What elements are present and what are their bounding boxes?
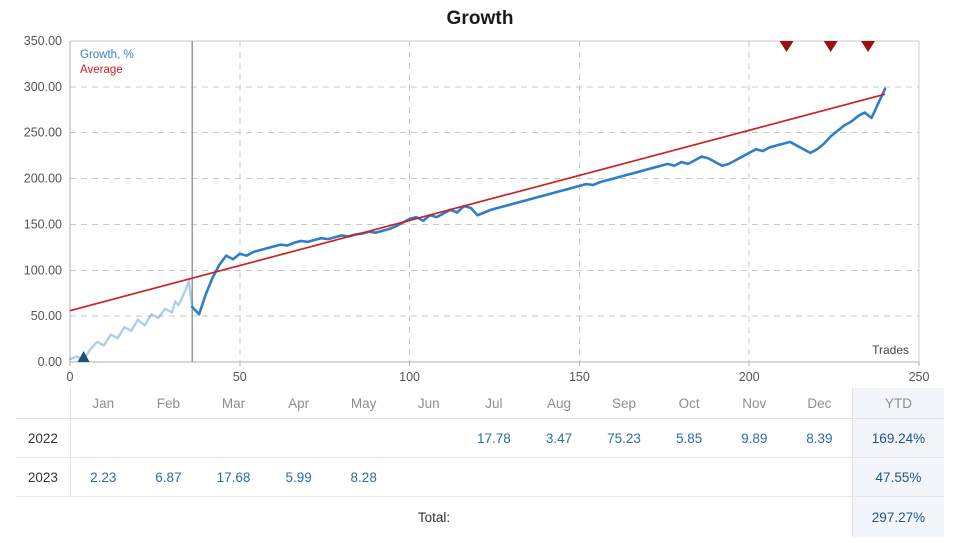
col-head-jul: Jul xyxy=(461,388,527,419)
col-head-aug: Aug xyxy=(526,388,592,419)
trades-axis-label: Trades xyxy=(872,343,909,357)
growth-line-backtest xyxy=(68,280,194,362)
col-head-may: May xyxy=(331,388,397,419)
monthly-returns-table: Jan Feb Mar Apr May Jun Jul Aug Sep Oct … xyxy=(0,388,960,543)
y-tick-label: 250.00 xyxy=(24,126,62,140)
y-tick-label: 50.00 xyxy=(31,309,62,323)
top-triangle-icon xyxy=(823,41,838,52)
cell-2023-mar: 17.68 xyxy=(200,457,267,497)
y-tick-label: 350.00 xyxy=(24,34,62,48)
cell-2022-may xyxy=(331,418,397,458)
x-tick-label: 200 xyxy=(739,370,760,384)
y-tick-label: 200.00 xyxy=(24,172,62,186)
table-body: 2022 17.78 3.47 75.23 5.85 9.89 8.39 169… xyxy=(16,418,944,537)
table-row: 2022 17.78 3.47 75.23 5.85 9.89 8.39 169… xyxy=(16,418,944,458)
growth-chart-svg: 0.00 50.00 100.00 150.00 200.00 250.00 300.00 3… xyxy=(24,34,930,384)
cell-2023-oct xyxy=(656,457,722,497)
cell-2022-oct: 5.85 xyxy=(656,418,722,458)
top-triangle-icon xyxy=(861,41,876,52)
x-tick-label: 0 xyxy=(67,370,74,384)
cell-2022-dec: 8.39 xyxy=(786,418,853,458)
growth-chart: 0.00 50.00 100.00 150.00 200.00 250.00 300.00 3… xyxy=(0,34,960,386)
average-line xyxy=(69,93,886,312)
cell-2023-nov xyxy=(721,457,787,497)
cell-2023-sep xyxy=(591,457,657,497)
legend-item-average: Average xyxy=(80,64,123,76)
total-value: 297.27% xyxy=(851,496,944,537)
page-title: Growth xyxy=(446,8,514,29)
cell-2023-jun xyxy=(396,457,462,497)
cell-2022-feb xyxy=(135,418,201,458)
plot-background xyxy=(70,41,919,362)
legend-item-growth: Growth, % xyxy=(80,49,134,61)
table-row: 2023 2.23 6.87 17.68 5.99 8.28 47.55% xyxy=(16,457,944,497)
row-year-2022: 2022 xyxy=(16,418,71,458)
cell-2022-jul: 17.78 xyxy=(461,418,527,458)
cell-2022-mar xyxy=(200,418,267,458)
cell-2022-jan xyxy=(69,418,136,458)
cell-2022-jun xyxy=(396,418,462,458)
col-head-year xyxy=(16,388,71,419)
cell-2022-aug: 3.47 xyxy=(526,418,592,458)
cell-2022-ytd: 169.24% xyxy=(851,418,944,458)
col-head-mar: Mar xyxy=(200,388,267,419)
y-tick-label: 300.00 xyxy=(24,80,62,94)
y-tick-label: 150.00 xyxy=(24,217,62,231)
cell-2023-feb: 6.87 xyxy=(135,457,201,497)
top-triangle-icon xyxy=(779,41,794,52)
col-head-jun: Jun xyxy=(396,388,462,419)
cell-2022-apr xyxy=(266,418,332,458)
x-tick-label: 100 xyxy=(399,370,420,384)
growth-line xyxy=(190,87,887,316)
start-triangle-icon xyxy=(77,351,90,362)
col-head-jan: Jan xyxy=(69,388,136,419)
cell-2023-ytd: 47.55% xyxy=(851,457,944,497)
cell-2023-jul xyxy=(461,457,527,497)
col-head-apr: Apr xyxy=(266,388,332,419)
cell-2023-apr: 5.99 xyxy=(266,457,332,497)
x-tick-label: 150 xyxy=(569,370,590,384)
col-head-nov: Nov xyxy=(721,388,787,419)
col-head-oct: Oct xyxy=(656,388,722,419)
total-label: Total: xyxy=(417,509,451,525)
col-head-sep: Sep xyxy=(591,388,657,419)
col-head-dec: Dec xyxy=(786,388,853,419)
col-head-ytd: YTD xyxy=(851,388,944,419)
cell-2023-aug xyxy=(526,457,592,497)
y-tick-label: 0.00 xyxy=(38,355,62,369)
cell-2022-nov: 9.89 xyxy=(721,418,787,458)
col-head-feb: Feb xyxy=(135,388,201,419)
table-header: Jan Feb Mar Apr May Jun Jul Aug Sep Oct … xyxy=(16,388,944,419)
cell-2023-may: 8.28 xyxy=(331,457,397,497)
x-tick-label: 50 xyxy=(233,370,247,384)
cell-2023-jan: 2.23 xyxy=(69,457,136,497)
cell-2022-sep: 75.23 xyxy=(591,418,657,458)
row-year-2023: 2023 xyxy=(16,457,71,497)
y-tick-label: 100.00 xyxy=(24,263,62,277)
x-tick-label: 250 xyxy=(909,370,930,384)
table-header-row: Jan Feb Mar Apr May Jun Jul Aug Sep Oct … xyxy=(16,388,944,419)
monthly-table: Jan Feb Mar Apr May Jun Jul Aug Sep Oct … xyxy=(16,388,944,537)
table-total-row: Total: 297.27% xyxy=(16,496,944,537)
cell-2023-dec xyxy=(786,457,853,497)
